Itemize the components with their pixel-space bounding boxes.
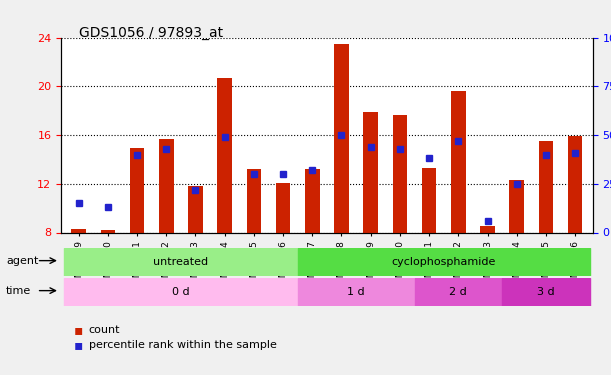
- Text: ▪: ▪: [73, 338, 82, 352]
- Text: 3 d: 3 d: [537, 286, 555, 297]
- Bar: [568, 136, 582, 232]
- Bar: [539, 141, 553, 232]
- Bar: [71, 229, 86, 232]
- Bar: [502, 278, 590, 306]
- Bar: [364, 112, 378, 232]
- Bar: [298, 278, 414, 306]
- Text: 1 d: 1 d: [347, 286, 365, 297]
- Text: time: time: [6, 286, 31, 296]
- Text: 2 d: 2 d: [450, 286, 467, 297]
- Bar: [64, 248, 298, 276]
- Bar: [510, 180, 524, 232]
- Text: GDS1056 / 97893_at: GDS1056 / 97893_at: [79, 26, 224, 40]
- Bar: [188, 186, 203, 232]
- Bar: [247, 169, 261, 232]
- Bar: [422, 168, 436, 232]
- Bar: [393, 116, 407, 232]
- Text: count: count: [89, 325, 120, 335]
- Text: cyclophosphamide: cyclophosphamide: [392, 256, 496, 267]
- Bar: [64, 278, 298, 306]
- Text: agent: agent: [6, 256, 38, 266]
- Bar: [130, 148, 144, 232]
- Bar: [298, 248, 590, 276]
- Text: ▪: ▪: [73, 323, 82, 337]
- Bar: [276, 183, 290, 232]
- Bar: [159, 139, 174, 232]
- Text: 0 d: 0 d: [172, 286, 189, 297]
- Text: percentile rank within the sample: percentile rank within the sample: [89, 340, 276, 350]
- Bar: [305, 169, 320, 232]
- Bar: [218, 78, 232, 232]
- Text: untreated: untreated: [153, 256, 208, 267]
- Bar: [101, 230, 115, 232]
- Bar: [414, 278, 502, 306]
- Bar: [334, 44, 349, 232]
- Bar: [451, 91, 466, 232]
- Bar: [480, 226, 495, 232]
